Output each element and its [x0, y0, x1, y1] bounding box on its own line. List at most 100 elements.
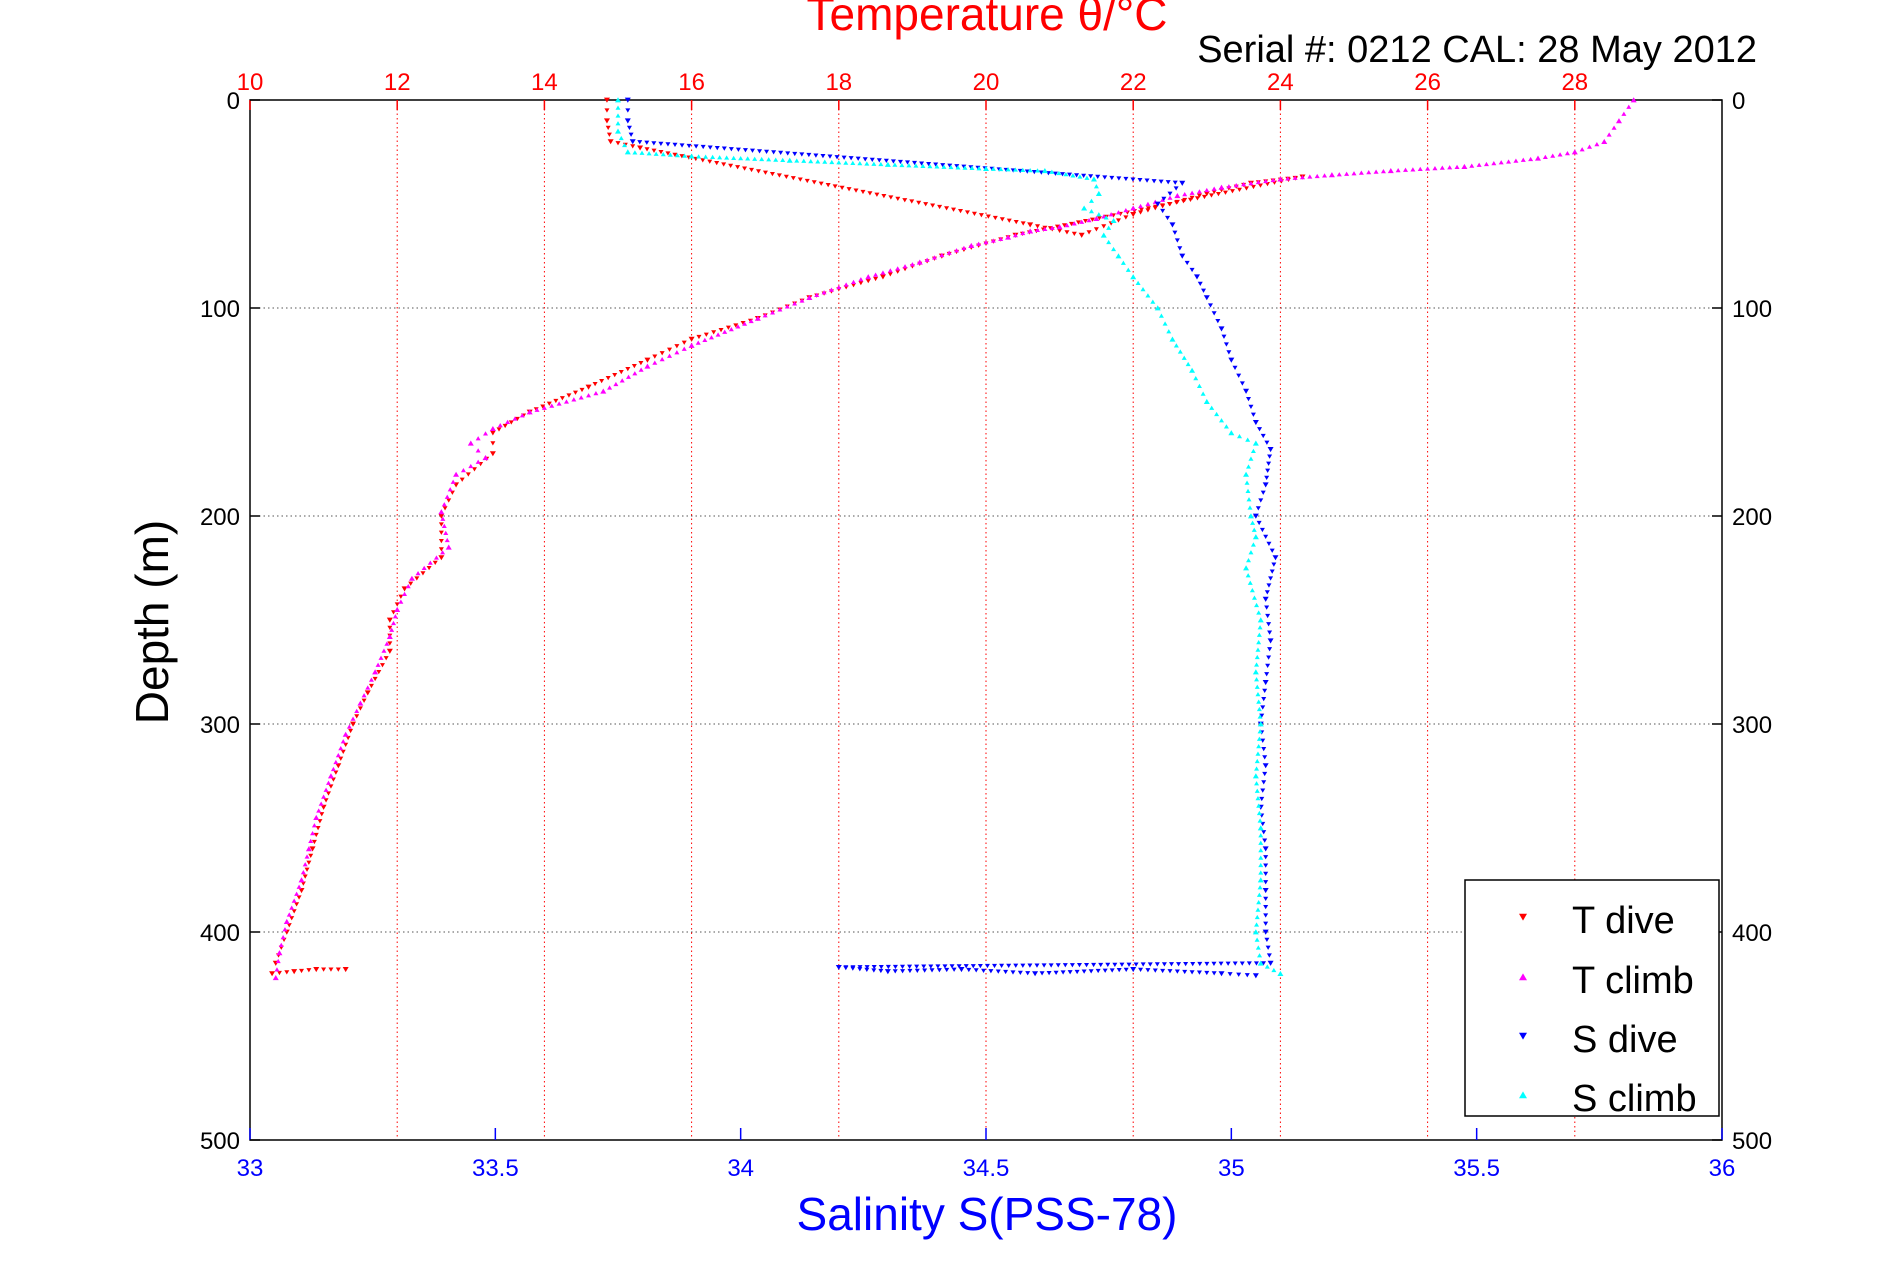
data-point-s-dive	[1264, 440, 1270, 445]
data-point-t-climb	[644, 363, 651, 369]
data-point-t-dive	[296, 895, 302, 900]
data-point-s-dive	[1255, 506, 1261, 511]
data-point-s-dive	[884, 969, 891, 975]
data-point-s-climb	[892, 162, 898, 167]
legend-label-s-climb: S climb	[1572, 1078, 1697, 1120]
data-point-t-climb	[688, 342, 695, 348]
data-point-s-climb	[1255, 751, 1261, 756]
data-point-s-dive	[883, 158, 889, 164]
data-point-s-climb	[1063, 172, 1069, 177]
data-point-s-climb	[1095, 190, 1102, 196]
data-point-s-climb	[1256, 640, 1262, 645]
data-point-t-dive	[313, 967, 320, 973]
data-point-t-climb	[445, 544, 452, 550]
data-point-t-climb	[438, 509, 445, 515]
data-point-t-dive	[394, 602, 400, 607]
data-point-s-dive	[1269, 548, 1275, 553]
data-point-t-climb	[715, 332, 721, 337]
data-point-t-climb	[1123, 207, 1129, 213]
data-point-s-dive	[1250, 412, 1256, 417]
data-point-s-dive	[1196, 970, 1202, 975]
data-point-t-climb	[272, 975, 279, 981]
data-point-t-dive	[340, 749, 346, 754]
data-point-t-climb	[1226, 184, 1232, 189]
data-point-s-dive	[912, 160, 918, 166]
data-point-s-dive	[1168, 962, 1174, 967]
data-point-s-dive	[827, 154, 833, 159]
data-point-s-climb	[1169, 336, 1176, 342]
data-point-t-dive	[749, 167, 755, 173]
data-point-s-dive	[1261, 830, 1267, 835]
data-point-t-climb	[398, 599, 404, 604]
data-point-t-climb	[735, 324, 741, 329]
data-point-s-climb	[1012, 167, 1018, 172]
data-point-t-climb	[638, 367, 644, 372]
data-point-t-dive	[420, 571, 426, 576]
data-point-s-dive	[1243, 388, 1250, 394]
data-point-t-dive	[603, 118, 610, 124]
data-point-t-dive	[916, 200, 922, 206]
data-point-s-dive	[1266, 461, 1272, 466]
data-point-t-climb	[333, 759, 339, 765]
data-point-s-climb	[794, 158, 800, 163]
data-point-t-dive	[1187, 197, 1193, 202]
data-point-s-dive	[835, 964, 842, 971]
data-point-t-dive	[426, 566, 432, 571]
data-point-s-climb	[962, 165, 968, 170]
data-point-s-climb	[1214, 411, 1220, 417]
data-point-t-climb	[1263, 178, 1269, 184]
data-point-s-climb	[1256, 610, 1262, 615]
data-point-t-dive	[328, 967, 334, 972]
data-point-s-climb	[1252, 773, 1259, 779]
data-point-t-dive	[978, 213, 984, 218]
data-point-t-dive	[658, 149, 664, 155]
data-point-t-climb	[384, 641, 390, 646]
data-point-s-climb	[1252, 534, 1259, 540]
data-point-s-dive	[935, 964, 941, 969]
data-point-t-dive	[438, 530, 444, 535]
data-point-t-dive	[755, 169, 761, 174]
data-point-s-dive	[1264, 672, 1270, 677]
data-point-t-dive	[728, 163, 734, 168]
data-point-s-dive	[1264, 590, 1270, 595]
data-point-t-climb	[880, 270, 886, 275]
data-point-t-dive	[625, 367, 631, 372]
data-point-s-dive	[1201, 288, 1207, 293]
data-point-t-climb	[316, 808, 322, 813]
data-point-t-climb	[304, 854, 310, 859]
data-point-s-dive	[926, 162, 932, 167]
data-point-t-dive	[603, 97, 610, 103]
data-point-s-climb	[1251, 527, 1257, 532]
data-point-s-dive	[1041, 963, 1047, 968]
data-point-t-climb	[1211, 186, 1217, 191]
data-point-t-climb	[346, 724, 352, 729]
data-point-t-climb	[873, 272, 879, 277]
data-point-t-dive	[742, 166, 748, 171]
data-point-t-climb	[851, 279, 857, 284]
data-point-s-climb	[1258, 870, 1264, 875]
data-point-s-dive	[1179, 253, 1186, 259]
data-point-s-dive	[1154, 201, 1161, 207]
data-point-s-dive	[1204, 961, 1210, 967]
data-point-t-dive	[851, 283, 857, 288]
data-point-s-dive	[843, 965, 849, 971]
data-point-t-dive	[386, 648, 393, 654]
data-point-t-climb	[946, 250, 952, 255]
data-point-t-dive	[644, 147, 650, 152]
data-point-s-dive	[1260, 705, 1266, 710]
data-point-s-climb	[759, 156, 765, 162]
data-point-s-climb	[1084, 175, 1090, 180]
data-point-t-climb	[607, 385, 613, 390]
data-point-t-climb	[754, 315, 761, 321]
data-point-t-dive	[659, 351, 665, 356]
data-point-s-dive	[644, 140, 650, 145]
data-point-s-dive	[1265, 613, 1271, 619]
data-point-s-climb	[1250, 520, 1256, 525]
data-point-t-climb	[1115, 210, 1121, 215]
data-point-t-dive	[644, 357, 651, 363]
data-point-s-climb	[1246, 557, 1252, 563]
data-point-t-dive	[839, 185, 845, 190]
data-point-t-climb	[1218, 184, 1225, 190]
data-point-s-climb	[1257, 818, 1263, 823]
data-point-t-dive	[489, 430, 496, 436]
